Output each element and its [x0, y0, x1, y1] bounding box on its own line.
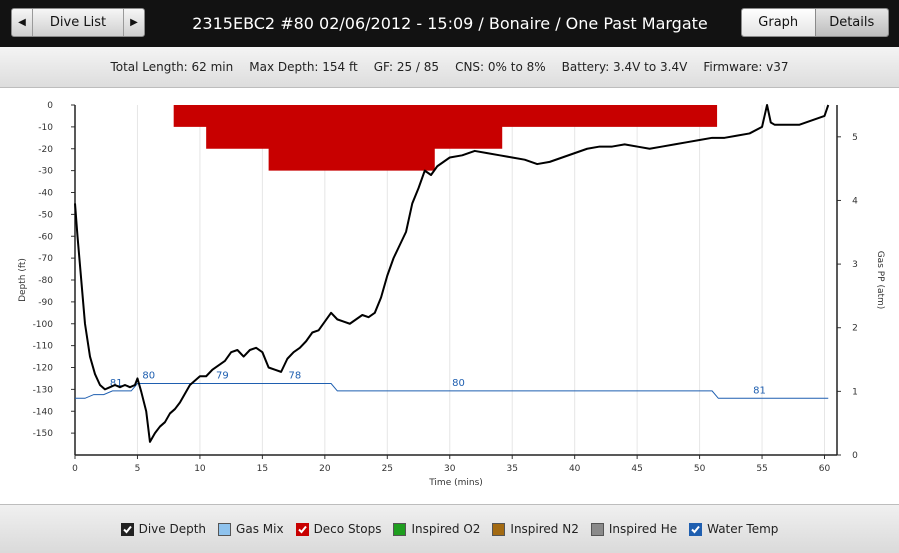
y2-axis-label: Gas PP (atm): [875, 251, 885, 310]
x-tick-label: 5: [135, 464, 141, 474]
water-temp-label: 80: [142, 371, 155, 382]
legend-inspired-o2[interactable]: Inspired O2: [393, 522, 480, 536]
dive-list-button[interactable]: Dive List: [49, 15, 107, 30]
water-temp-label: 79: [216, 371, 229, 382]
y-axis-label: Depth (ft): [18, 258, 28, 302]
y-tick-label: -100: [33, 320, 54, 330]
y-tick-label: -90: [38, 298, 53, 308]
checkbox-water-temp[interactable]: [689, 522, 703, 536]
y-tick-label: -140: [33, 407, 54, 417]
firmware: Firmware: v37: [703, 60, 789, 74]
depth-profile-line: [74, 104, 830, 443]
total-length: Total Length: 62 min: [110, 60, 234, 74]
top-toolbar: ◀ Dive List ▶ 2315EBC2 #80 02/06/2012 - …: [0, 0, 899, 47]
y2-tick-label: 1: [852, 387, 858, 397]
view-toggle: Graph Details: [741, 8, 889, 37]
x-tick-label: 20: [319, 464, 331, 474]
y-tick-label: -30: [38, 167, 53, 177]
divider: [123, 9, 124, 36]
y-tick-label: -70: [38, 254, 53, 264]
legend-water-temp[interactable]: Water Temp: [689, 522, 778, 536]
tab-graph[interactable]: Graph: [742, 9, 815, 36]
checkbox-deco-stops[interactable]: [295, 522, 309, 536]
water-temp-label: 81: [110, 378, 123, 389]
dive-list-nav: ◀ Dive List ▶: [11, 8, 145, 37]
legend-label: Inspired N2: [510, 522, 579, 536]
dive-profile-chart: 0 5 10 15 20 25 30 35 40 45 50 55 600-10-20-30-40-50…: [18, 101, 885, 488]
previous-dive-button[interactable]: ◀: [12, 9, 32, 36]
battery: Battery: 3.4V to 3.4V: [561, 60, 688, 74]
y2-tick-label: 4: [852, 196, 858, 206]
check-icon: [691, 525, 700, 533]
y-tick-label: -80: [38, 276, 53, 286]
y-tick-label: -40: [38, 189, 53, 199]
x-tick-label: 10: [194, 464, 206, 474]
checkbox-dive-depth[interactable]: [120, 522, 134, 536]
water-temp-label: 81: [753, 385, 766, 396]
legend-label: Deco Stops: [313, 522, 382, 536]
y2-tick-label: 2: [852, 324, 858, 334]
max-depth: Max Depth: 154 ft: [249, 60, 358, 74]
x-tick-label: 15: [257, 464, 268, 474]
x-axis-label: Time (mins): [428, 478, 483, 488]
check-icon: [297, 525, 307, 533]
legend-label: Dive Depth: [138, 522, 207, 536]
x-tick-label: 60: [819, 464, 831, 474]
water-temp-label: 80: [452, 378, 465, 389]
x-tick-label: 0: [72, 464, 78, 474]
legend-label: Inspired He: [608, 522, 678, 536]
check-icon: [122, 525, 132, 533]
x-tick-label: 35: [506, 464, 517, 474]
x-tick-label: 25: [382, 464, 393, 474]
x-tick-label: 50: [694, 464, 706, 474]
dive-title: 2315EBC2 #80 02/06/2012 - 15:09 / Bonair…: [192, 14, 708, 33]
y2-tick-label: 0: [852, 451, 858, 461]
y-tick-label: -150: [33, 429, 54, 439]
y-tick-label: 0: [47, 101, 53, 111]
plot-area: [75, 105, 837, 455]
x-tick-label: 55: [756, 464, 767, 474]
deco-stops-area: [173, 105, 718, 171]
y2-tick-label: 5: [852, 133, 858, 143]
y-tick-label: -20: [38, 145, 53, 155]
checkbox-inspired-he[interactable]: [590, 522, 604, 536]
legend-dive-depth[interactable]: Dive Depth: [120, 522, 207, 536]
tab-details[interactable]: Details: [814, 9, 888, 36]
chart-legend: Dive Depth Gas Mix Deco Stops Inspired O…: [0, 504, 899, 553]
y-tick-label: -50: [38, 210, 53, 220]
y-tick-label: -130: [33, 385, 54, 395]
x-tick-label: 40: [569, 464, 581, 474]
arrow-left-icon: ◀: [18, 17, 26, 28]
water-temp-line: [75, 383, 829, 399]
y-tick-label: -10: [38, 123, 53, 133]
y2-tick-label: 3: [852, 260, 858, 270]
legend-deco-stops[interactable]: Deco Stops: [295, 522, 382, 536]
next-dive-button[interactable]: ▶: [124, 9, 144, 36]
cns: CNS: 0% to 8%: [455, 60, 546, 74]
legend-label: Water Temp: [707, 522, 779, 536]
arrow-right-icon: ▶: [130, 17, 138, 28]
water-temp-label: 78: [288, 371, 301, 382]
checkbox-inspired-n2[interactable]: [492, 522, 506, 536]
legend-inspired-he[interactable]: Inspired He: [590, 522, 678, 536]
y-tick-label: -60: [38, 232, 53, 242]
legend-label: Inspired O2: [411, 522, 481, 536]
x-tick-label: 30: [444, 464, 456, 474]
checkbox-inspired-o2[interactable]: [393, 522, 407, 536]
gradient-factors: GF: 25 / 85: [373, 60, 440, 74]
divider: [32, 9, 33, 36]
x-tick-label: 45: [631, 464, 642, 474]
legend-inspired-n2[interactable]: Inspired N2: [492, 522, 579, 536]
y-tick-label: -120: [33, 364, 54, 374]
checkbox-gas-mix[interactable]: [218, 522, 232, 536]
legend-gas-mix[interactable]: Gas Mix: [218, 522, 284, 536]
legend-label: Gas Mix: [236, 522, 284, 536]
dive-summary-bar: Total Length: 62 min Max Depth: 154 ft G…: [0, 47, 899, 88]
y-tick-label: -110: [33, 342, 54, 352]
